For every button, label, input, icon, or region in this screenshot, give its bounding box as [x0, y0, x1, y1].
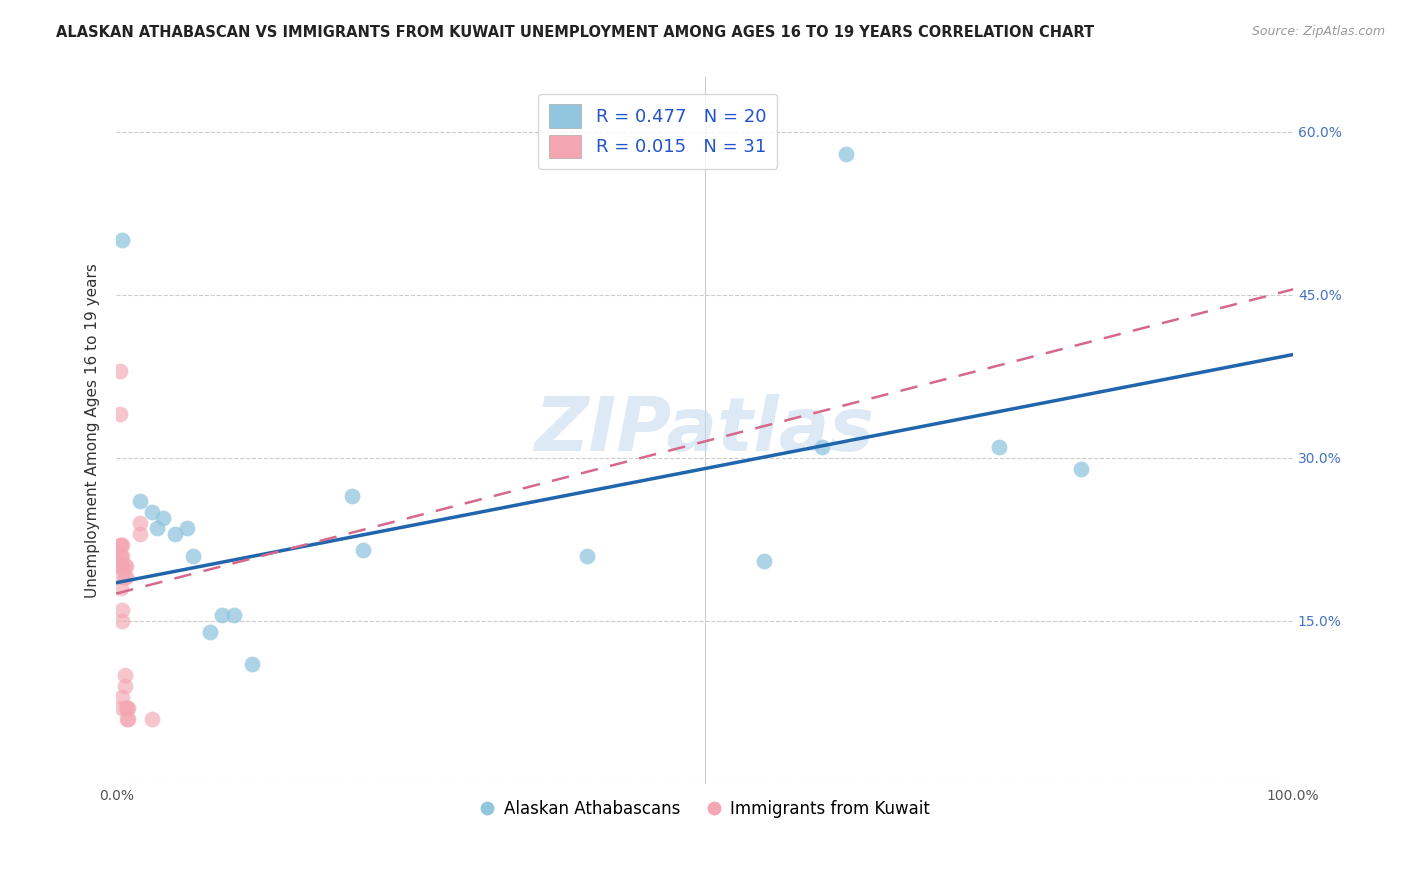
Point	[110, 570, 132, 584]
Point	[987, 440, 1010, 454]
Point	[222, 608, 245, 623]
Point	[111, 603, 134, 617]
Point	[128, 494, 150, 508]
Point	[115, 700, 138, 714]
Text: ZIPatlas: ZIPatlas	[534, 394, 875, 467]
Point	[811, 440, 834, 454]
Point	[176, 521, 198, 535]
Point	[152, 510, 174, 524]
Point	[111, 690, 134, 704]
Point	[141, 712, 163, 726]
Point	[114, 679, 136, 693]
Point	[114, 559, 136, 574]
Point	[752, 554, 775, 568]
Point	[110, 538, 132, 552]
Point	[110, 559, 132, 574]
Point	[352, 543, 374, 558]
Point	[575, 549, 598, 563]
Point	[114, 570, 136, 584]
Point	[114, 559, 136, 574]
Point	[114, 700, 136, 714]
Point	[108, 559, 131, 574]
Point	[111, 614, 134, 628]
Point	[111, 559, 134, 574]
Point	[108, 364, 131, 378]
Point	[115, 712, 138, 726]
Point	[141, 505, 163, 519]
Point	[108, 538, 131, 552]
Text: Source: ZipAtlas.com: Source: ZipAtlas.com	[1251, 25, 1385, 38]
Point	[165, 526, 187, 541]
Point	[117, 712, 139, 726]
Point	[117, 700, 139, 714]
Point	[110, 581, 132, 595]
Point	[181, 549, 204, 563]
Point	[111, 234, 134, 248]
Point	[110, 549, 132, 563]
Point	[114, 668, 136, 682]
Point	[200, 624, 222, 639]
Y-axis label: Unemployment Among Ages 16 to 19 years: Unemployment Among Ages 16 to 19 years	[86, 263, 100, 598]
Point	[108, 407, 131, 421]
Point	[111, 700, 134, 714]
Point	[340, 489, 363, 503]
Text: ALASKAN ATHABASCAN VS IMMIGRANTS FROM KUWAIT UNEMPLOYMENT AMONG AGES 16 TO 19 YE: ALASKAN ATHABASCAN VS IMMIGRANTS FROM KU…	[56, 25, 1094, 40]
Point	[1070, 461, 1092, 475]
Point	[128, 526, 150, 541]
Point	[111, 538, 134, 552]
Point	[111, 549, 134, 563]
Point	[146, 521, 169, 535]
Point	[128, 516, 150, 530]
Point	[211, 608, 233, 623]
Point	[114, 570, 136, 584]
Point	[108, 549, 131, 563]
Legend: Alaskan Athabascans, Immigrants from Kuwait: Alaskan Athabascans, Immigrants from Kuw…	[472, 794, 936, 825]
Point	[240, 657, 263, 672]
Point	[835, 146, 858, 161]
